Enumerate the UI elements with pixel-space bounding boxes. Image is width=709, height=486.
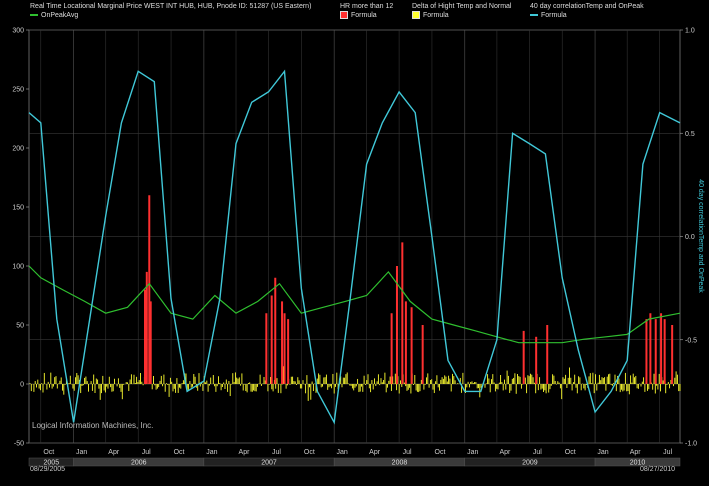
chart-axes: -50 0 50 100 150 200 250 300 -1.0 -0.5 0.0 0.5 1.0 Oc… [12,28,697,467]
month-label: Jul [142,449,151,456]
legend-series3: Delta of Hight Temp and Normal Formula [412,2,511,20]
correlation-series [28,69,681,425]
legend-swatch-2 [340,11,348,20]
right-tick-label: -1.0 [685,441,697,448]
watermark: Logical Information Machines, Inc. [32,421,154,430]
legend-entry-2: Formula [340,11,393,20]
left-tick-label: 100 [12,264,24,271]
month-label: Apr [108,449,120,456]
month-label: Jan [337,449,348,456]
month-label: Jan [467,449,478,456]
correlation-line [28,69,681,425]
right-tick-label: 1.0 [685,28,695,35]
year-label: 2008 [392,460,408,467]
left-tick-label: 300 [12,28,24,35]
legend-entry-1: OnPeakAvg [30,11,311,20]
start-date: 08/29/2005 [30,466,66,473]
month-label: Jul [533,449,542,456]
month-label: Apr [369,449,381,456]
legend-swatch-1 [30,14,38,17]
onpeak-series [28,265,681,344]
month-label: Jul [663,449,672,456]
legend-name-2: Formula [351,12,377,19]
month-label: Jan [206,449,217,456]
month-label: Apr [239,449,251,456]
legend-name-4: Formula [541,12,567,19]
month-label: Oct [43,449,54,456]
legend-swatch-3 [412,11,420,20]
month-label: Jul [403,449,412,456]
legend-series2: HR more than 12 Formula [340,2,393,20]
end-date: 08/27/2010 [640,466,676,473]
left-tick-label: 150 [12,205,24,212]
legend-entry-4: Formula [530,11,644,20]
left-tick-label: -50 [14,441,24,448]
onpeak-line [28,265,681,344]
month-label: Oct [565,449,576,456]
month-label: Oct [435,449,446,456]
left-tick-label: 0 [20,382,24,389]
hr-series [143,195,674,384]
year-band [594,457,681,467]
left-tick-label: 50 [16,323,24,330]
legend-swatch-4 [530,14,538,17]
left-tick-label: 200 [12,146,24,153]
legend-entry-3: Formula [412,11,511,20]
legend-title-1: Real Time Locational Marginal Price WEST… [30,3,312,10]
year-label: 2006 [131,460,147,467]
month-label: Oct [174,449,185,456]
legend-name-3: Formula [423,12,449,19]
month-label: Oct [304,449,315,456]
legend-title-2: HR more than 12 [340,3,394,10]
right-tick-label: 0.5 [685,131,695,138]
month-label: Jul [272,449,281,456]
legend-title-4: 40 day correlationTemp and OnPeak [530,3,644,10]
right-tick-label: 0.0 [685,234,695,241]
year-label: 2007 [261,460,277,467]
year-label: 2009 [522,460,538,467]
right-tick-label: -0.5 [685,337,697,344]
year-label: 2010 [630,460,646,467]
month-label: Jan [76,449,87,456]
right-axis-title: 40 day correlationTemp and OnPeak [697,179,704,293]
year-label: 2005 [44,460,60,467]
legend-title-3: Delta of Hight Temp and Normal [412,3,512,10]
legend-series4: 40 day correlationTemp and OnPeak Formul… [530,2,644,20]
legend-series1: Real Time Locational Marginal Price WEST… [30,2,311,20]
left-tick-label: 250 [12,87,24,94]
month-label: Jan [597,449,608,456]
legend-name-1: OnPeakAvg [41,12,79,19]
chart-grid [28,29,681,444]
month-label: Apr [499,449,511,456]
month-label: Apr [630,449,642,456]
